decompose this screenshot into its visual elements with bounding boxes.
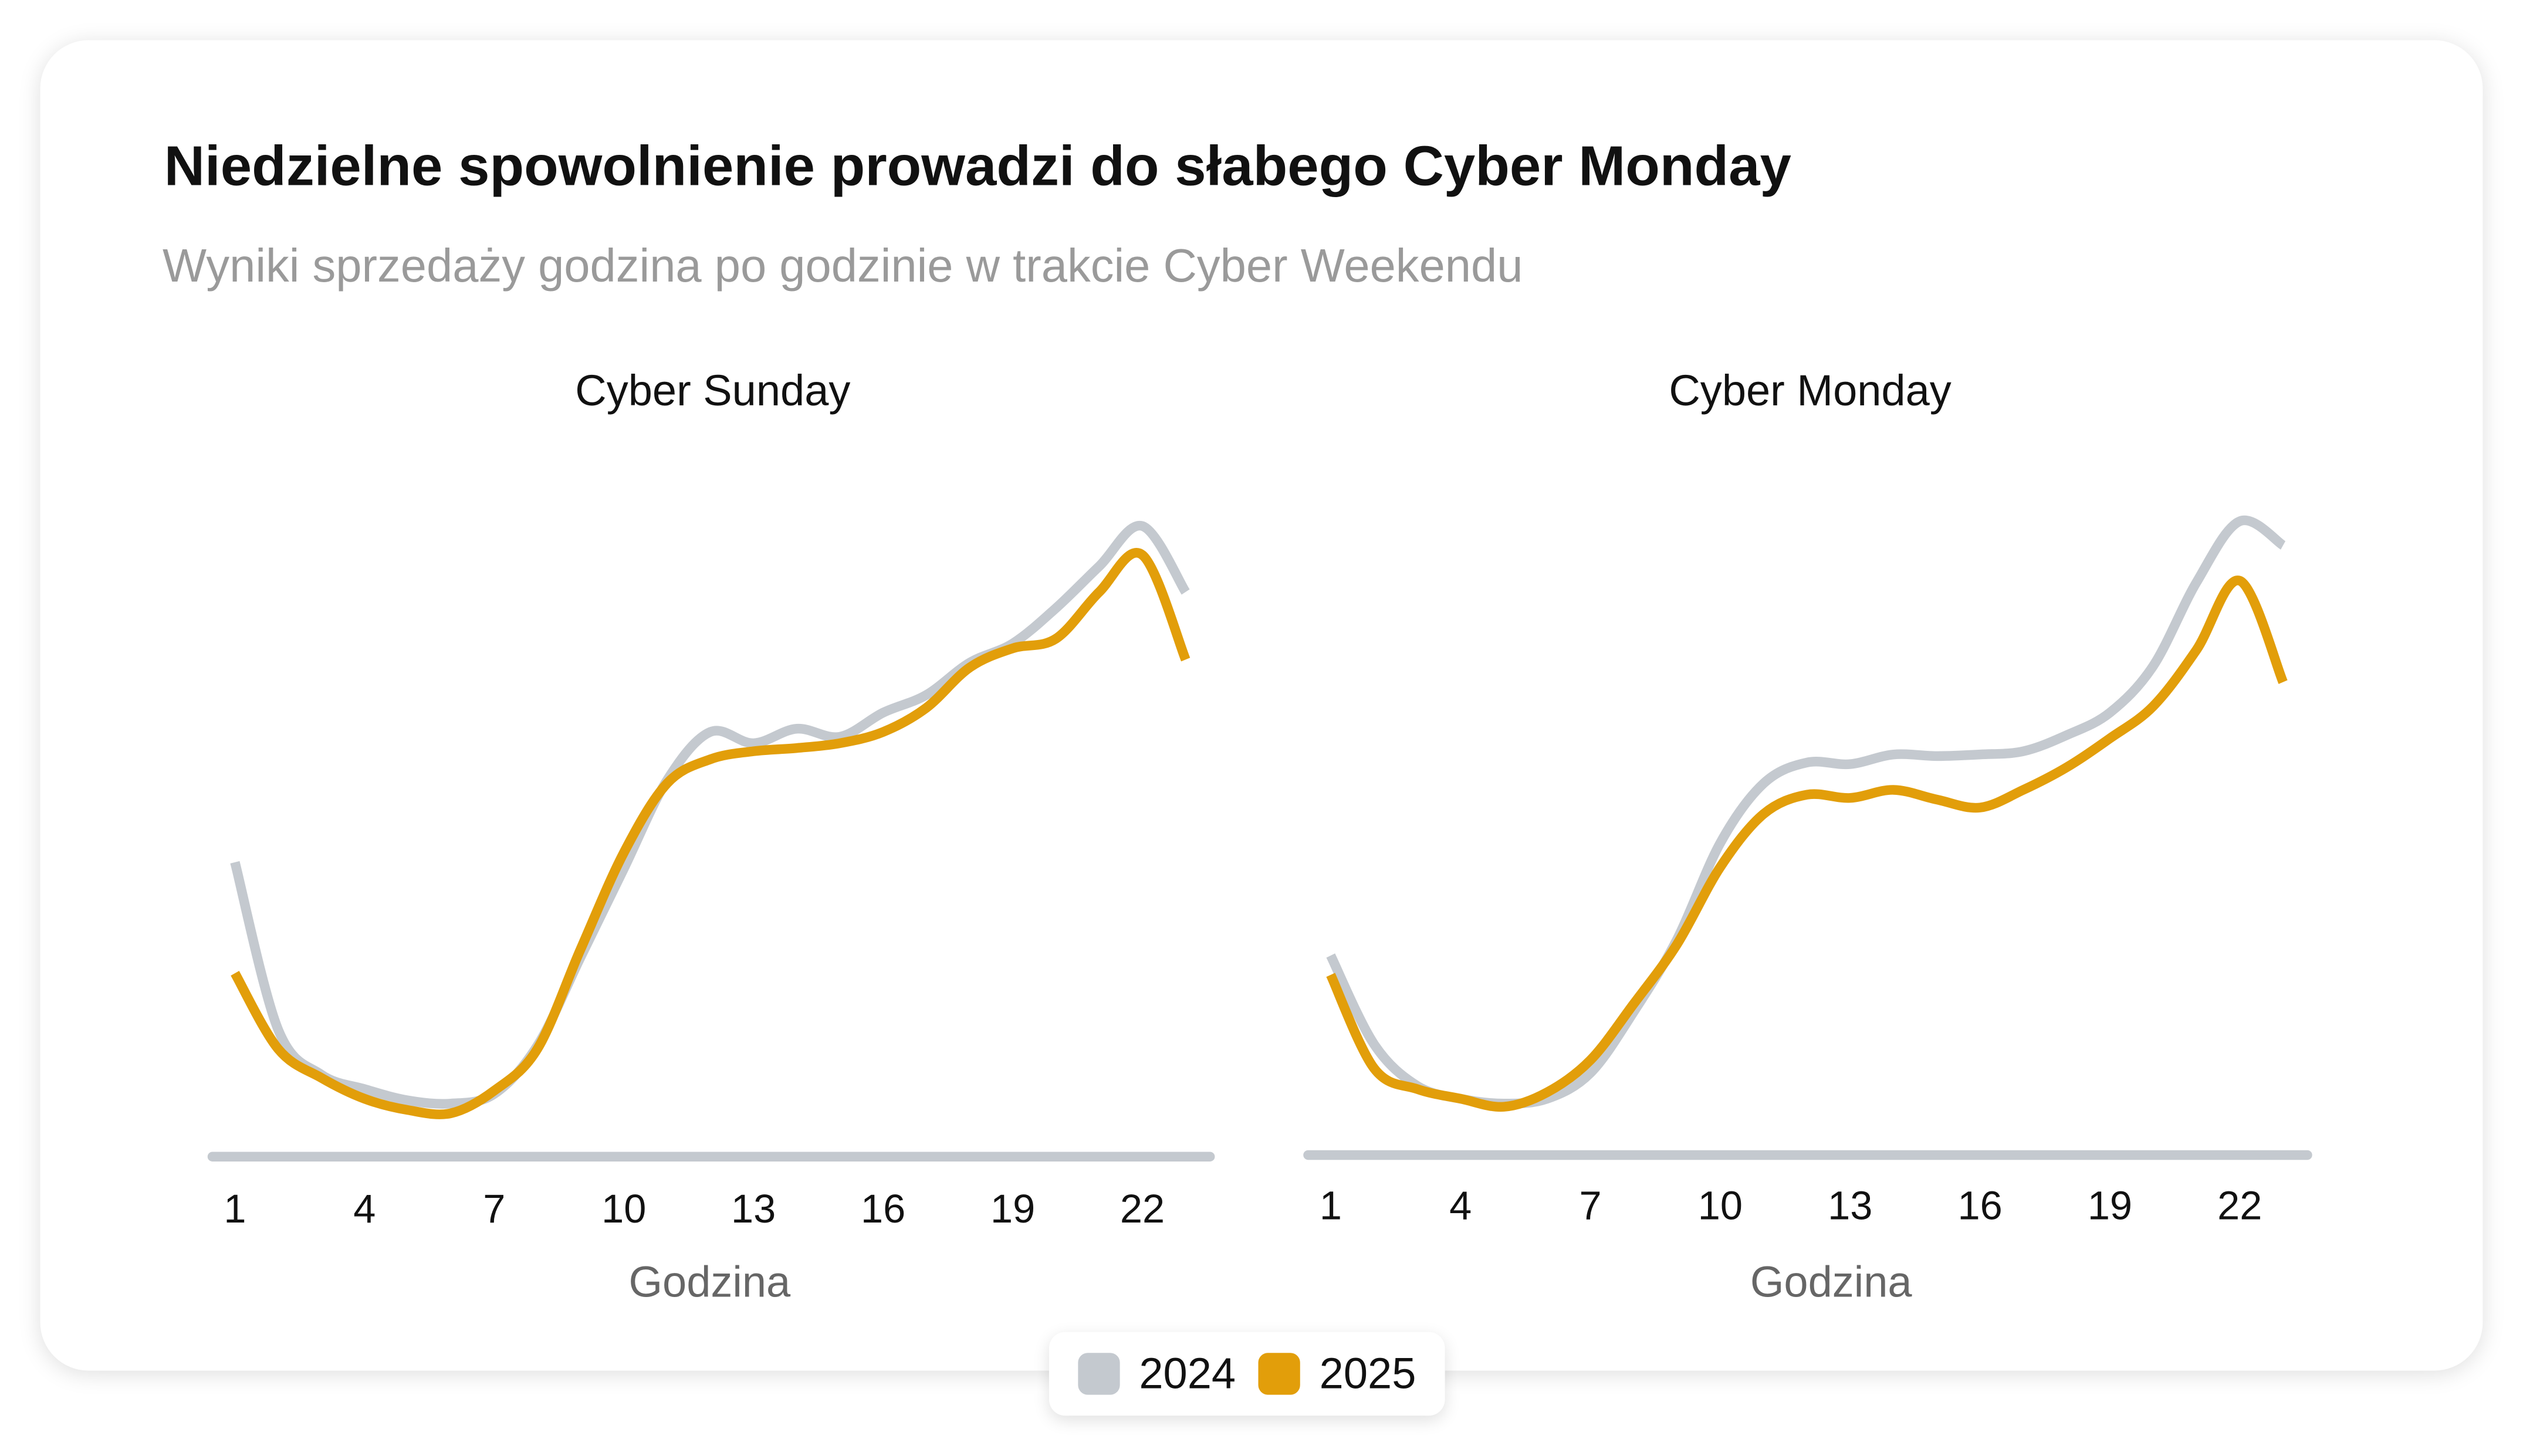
series-line-2025 (1326, 575, 2288, 1112)
series-line-2025 (231, 548, 1191, 1119)
x-tick-label: 10 (601, 1186, 646, 1231)
x-tick-label: 7 (1580, 1183, 1602, 1228)
x-axis-label-sunday: Godzina (628, 1258, 791, 1306)
x-tick-label: 13 (731, 1186, 776, 1231)
x-tick-label: 4 (353, 1186, 376, 1231)
legend-swatch-2024 (1078, 1353, 1120, 1395)
legend-item-2025: 2025 (1258, 1349, 1416, 1399)
x-tick-label: 16 (1957, 1183, 2002, 1228)
x-tick-label: 10 (1698, 1183, 1743, 1228)
x-tick-label: 4 (1449, 1183, 1472, 1228)
x-tick-label: 1 (224, 1186, 246, 1231)
x-tick-label: 19 (990, 1186, 1035, 1231)
series-line-2024 (1326, 515, 2286, 1109)
legend-swatch-2025 (1258, 1353, 1300, 1395)
series-line-2024 (230, 520, 1190, 1109)
x-tick-label: 22 (1120, 1186, 1165, 1231)
x-tick-label: 1 (1320, 1183, 1342, 1228)
legend-item-2024: 2024 (1078, 1349, 1236, 1399)
legend-label: 2025 (1319, 1349, 1416, 1397)
chart-card (40, 40, 2483, 1371)
panel-title-sunday: Cyber Sunday (575, 367, 851, 415)
chart-subtitle: Wyniki sprzedaży godzina po godzinie w t… (162, 241, 1523, 293)
legend: 2024 2025 (1049, 1332, 1445, 1416)
x-tick-label: 13 (1828, 1183, 1872, 1228)
x-tick-label: 22 (2217, 1183, 2262, 1228)
x-tick-label: 7 (483, 1186, 505, 1231)
x-axis-label-monday: Godzina (1750, 1258, 1912, 1306)
x-tick-label: 19 (2088, 1183, 2132, 1228)
legend-label: 2024 (1139, 1349, 1236, 1397)
chart-title: Niedzielne spowolnienie prowadzi do słab… (164, 135, 1791, 198)
panel-title-monday: Cyber Monday (1669, 367, 1952, 415)
x-tick-label: 16 (861, 1186, 905, 1231)
